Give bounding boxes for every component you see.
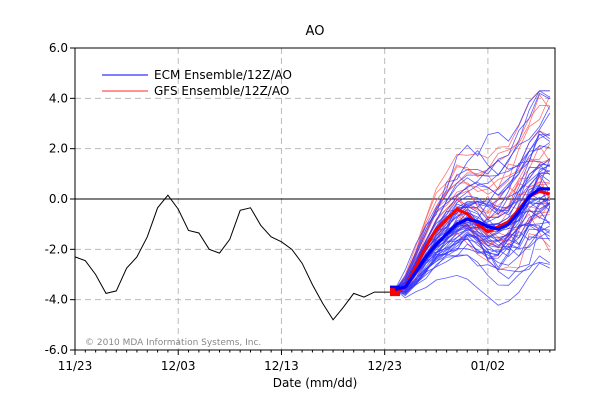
copyright-notice: © 2010 MDA Information Systems, Inc.: [85, 338, 261, 348]
y-tick-label: 2.0: [49, 142, 68, 156]
grid: [75, 48, 555, 350]
legend-label-gfs: GFS Ensemble/12Z/AO: [154, 84, 289, 98]
ensemble-member-line: [394, 92, 550, 290]
axis-ticks: [70, 47, 551, 355]
ensemble-member-line: [394, 106, 551, 290]
legend-label-ecm: ECM Ensemble/12Z/AO: [154, 68, 292, 82]
x-axis-label: Date (mm/dd): [273, 376, 358, 390]
y-tick-label: 6.0: [49, 41, 68, 55]
y-tick-label: -2.0: [45, 242, 68, 256]
ensemble-member-line: [394, 262, 550, 306]
x-tick-label: 11/23: [58, 359, 93, 373]
ensemble-means: [390, 187, 551, 297]
y-tick-label: -4.0: [45, 293, 68, 307]
x-tick-label: 12/13: [264, 359, 299, 373]
forecast-start-marker: [390, 288, 400, 297]
observed-ao-line: [74, 194, 395, 321]
ecm-ensemble-mean-top: [394, 187, 550, 292]
y-tick-label: 0.0: [49, 192, 68, 206]
ensemble-member-line: [394, 133, 550, 290]
ensemble-member-line: [394, 90, 550, 293]
ensemble-member-line: [394, 254, 551, 297]
legend: ECM Ensemble/12Z/AO GFS Ensemble/12Z/AO: [102, 68, 292, 98]
x-tick-label: 12/23: [367, 359, 402, 373]
chart-title: AO: [306, 24, 325, 39]
ensemble-member-line: [394, 223, 550, 294]
x-tick-label: 01/02: [471, 359, 506, 373]
ensemble-member-line: [394, 224, 551, 290]
x-tick-labels: 11/23 12/03 12/13 12/23 01/02: [58, 359, 505, 373]
ensemble-member-line: [394, 90, 551, 290]
y-tick-label: 4.0: [49, 91, 68, 105]
x-tick-label: 12/03: [161, 359, 196, 373]
ensemble-member-line: [394, 90, 550, 290]
y-tick-label: -6.0: [45, 343, 68, 357]
ensemble-member-line: [394, 145, 550, 290]
observed-series: [74, 194, 395, 321]
y-tick-labels: -6.0 -4.0 -2.0 0.0 2.0 4.0 6.0: [45, 41, 68, 357]
ensemble-member-line: [394, 225, 551, 291]
ensemble-member-line: [394, 236, 550, 295]
